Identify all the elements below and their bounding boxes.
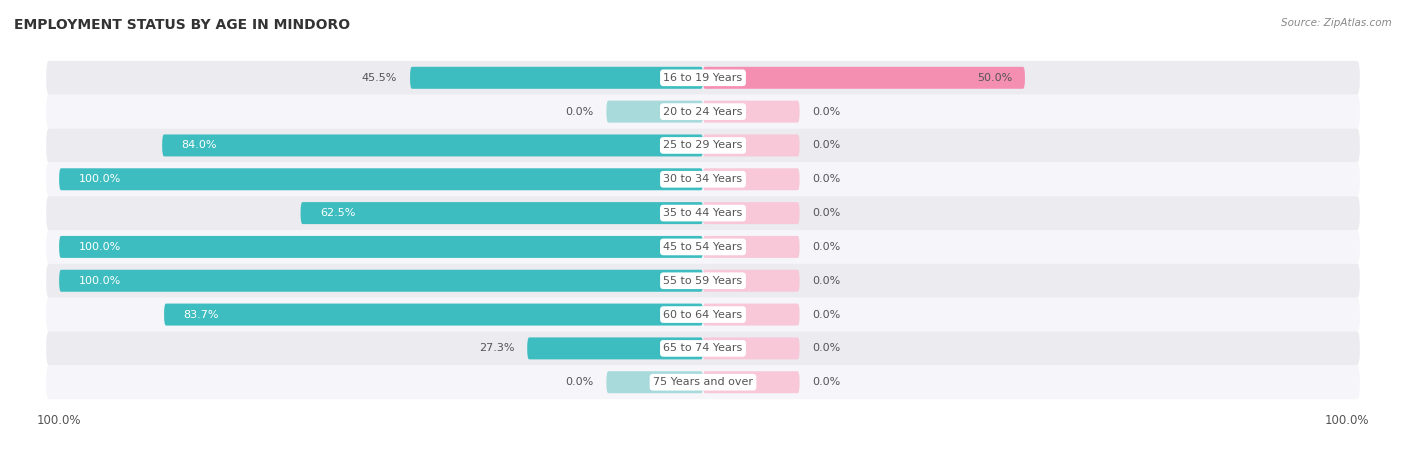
FancyBboxPatch shape: [301, 202, 703, 224]
Text: 20 to 24 Years: 20 to 24 Years: [664, 106, 742, 117]
FancyBboxPatch shape: [703, 202, 800, 224]
FancyBboxPatch shape: [46, 331, 1360, 365]
FancyBboxPatch shape: [703, 337, 800, 359]
FancyBboxPatch shape: [165, 304, 703, 326]
FancyBboxPatch shape: [606, 101, 703, 123]
FancyBboxPatch shape: [703, 304, 800, 326]
Text: 55 to 59 Years: 55 to 59 Years: [664, 276, 742, 286]
Text: 60 to 64 Years: 60 to 64 Years: [664, 309, 742, 320]
Text: 100.0%: 100.0%: [79, 174, 121, 184]
FancyBboxPatch shape: [703, 67, 1025, 89]
FancyBboxPatch shape: [606, 371, 703, 393]
FancyBboxPatch shape: [411, 67, 703, 89]
Text: 100.0%: 100.0%: [79, 276, 121, 286]
FancyBboxPatch shape: [703, 101, 800, 123]
Text: 25 to 29 Years: 25 to 29 Years: [664, 140, 742, 151]
Text: 65 to 74 Years: 65 to 74 Years: [664, 343, 742, 354]
Text: 0.0%: 0.0%: [813, 377, 841, 387]
Text: 83.7%: 83.7%: [183, 309, 219, 320]
FancyBboxPatch shape: [703, 270, 800, 292]
Text: 27.3%: 27.3%: [479, 343, 515, 354]
FancyBboxPatch shape: [46, 95, 1360, 129]
FancyBboxPatch shape: [703, 236, 800, 258]
Text: 30 to 34 Years: 30 to 34 Years: [664, 174, 742, 184]
FancyBboxPatch shape: [703, 134, 800, 156]
Text: 0.0%: 0.0%: [813, 242, 841, 252]
FancyBboxPatch shape: [162, 134, 703, 156]
FancyBboxPatch shape: [527, 337, 703, 359]
Text: 35 to 44 Years: 35 to 44 Years: [664, 208, 742, 218]
Text: 45 to 54 Years: 45 to 54 Years: [664, 242, 742, 252]
Text: 0.0%: 0.0%: [565, 106, 593, 117]
FancyBboxPatch shape: [46, 298, 1360, 331]
FancyBboxPatch shape: [46, 196, 1360, 230]
FancyBboxPatch shape: [703, 168, 800, 190]
Text: 84.0%: 84.0%: [181, 140, 217, 151]
Text: 0.0%: 0.0%: [565, 377, 593, 387]
FancyBboxPatch shape: [46, 61, 1360, 95]
Text: 16 to 19 Years: 16 to 19 Years: [664, 73, 742, 83]
FancyBboxPatch shape: [46, 162, 1360, 196]
FancyBboxPatch shape: [46, 365, 1360, 399]
Text: 0.0%: 0.0%: [813, 174, 841, 184]
Text: 45.5%: 45.5%: [361, 73, 396, 83]
Text: 75 Years and over: 75 Years and over: [652, 377, 754, 387]
Text: 0.0%: 0.0%: [813, 343, 841, 354]
FancyBboxPatch shape: [46, 129, 1360, 162]
FancyBboxPatch shape: [59, 236, 703, 258]
FancyBboxPatch shape: [59, 168, 703, 190]
Text: 50.0%: 50.0%: [977, 73, 1012, 83]
Text: 62.5%: 62.5%: [321, 208, 356, 218]
FancyBboxPatch shape: [46, 230, 1360, 264]
Text: EMPLOYMENT STATUS BY AGE IN MINDORO: EMPLOYMENT STATUS BY AGE IN MINDORO: [14, 18, 350, 32]
Text: 100.0%: 100.0%: [79, 242, 121, 252]
Text: 0.0%: 0.0%: [813, 276, 841, 286]
Text: 0.0%: 0.0%: [813, 106, 841, 117]
Text: 0.0%: 0.0%: [813, 208, 841, 218]
FancyBboxPatch shape: [703, 371, 800, 393]
FancyBboxPatch shape: [59, 270, 703, 292]
Text: Source: ZipAtlas.com: Source: ZipAtlas.com: [1281, 18, 1392, 28]
Text: 0.0%: 0.0%: [813, 140, 841, 151]
Text: 0.0%: 0.0%: [813, 309, 841, 320]
FancyBboxPatch shape: [46, 264, 1360, 298]
